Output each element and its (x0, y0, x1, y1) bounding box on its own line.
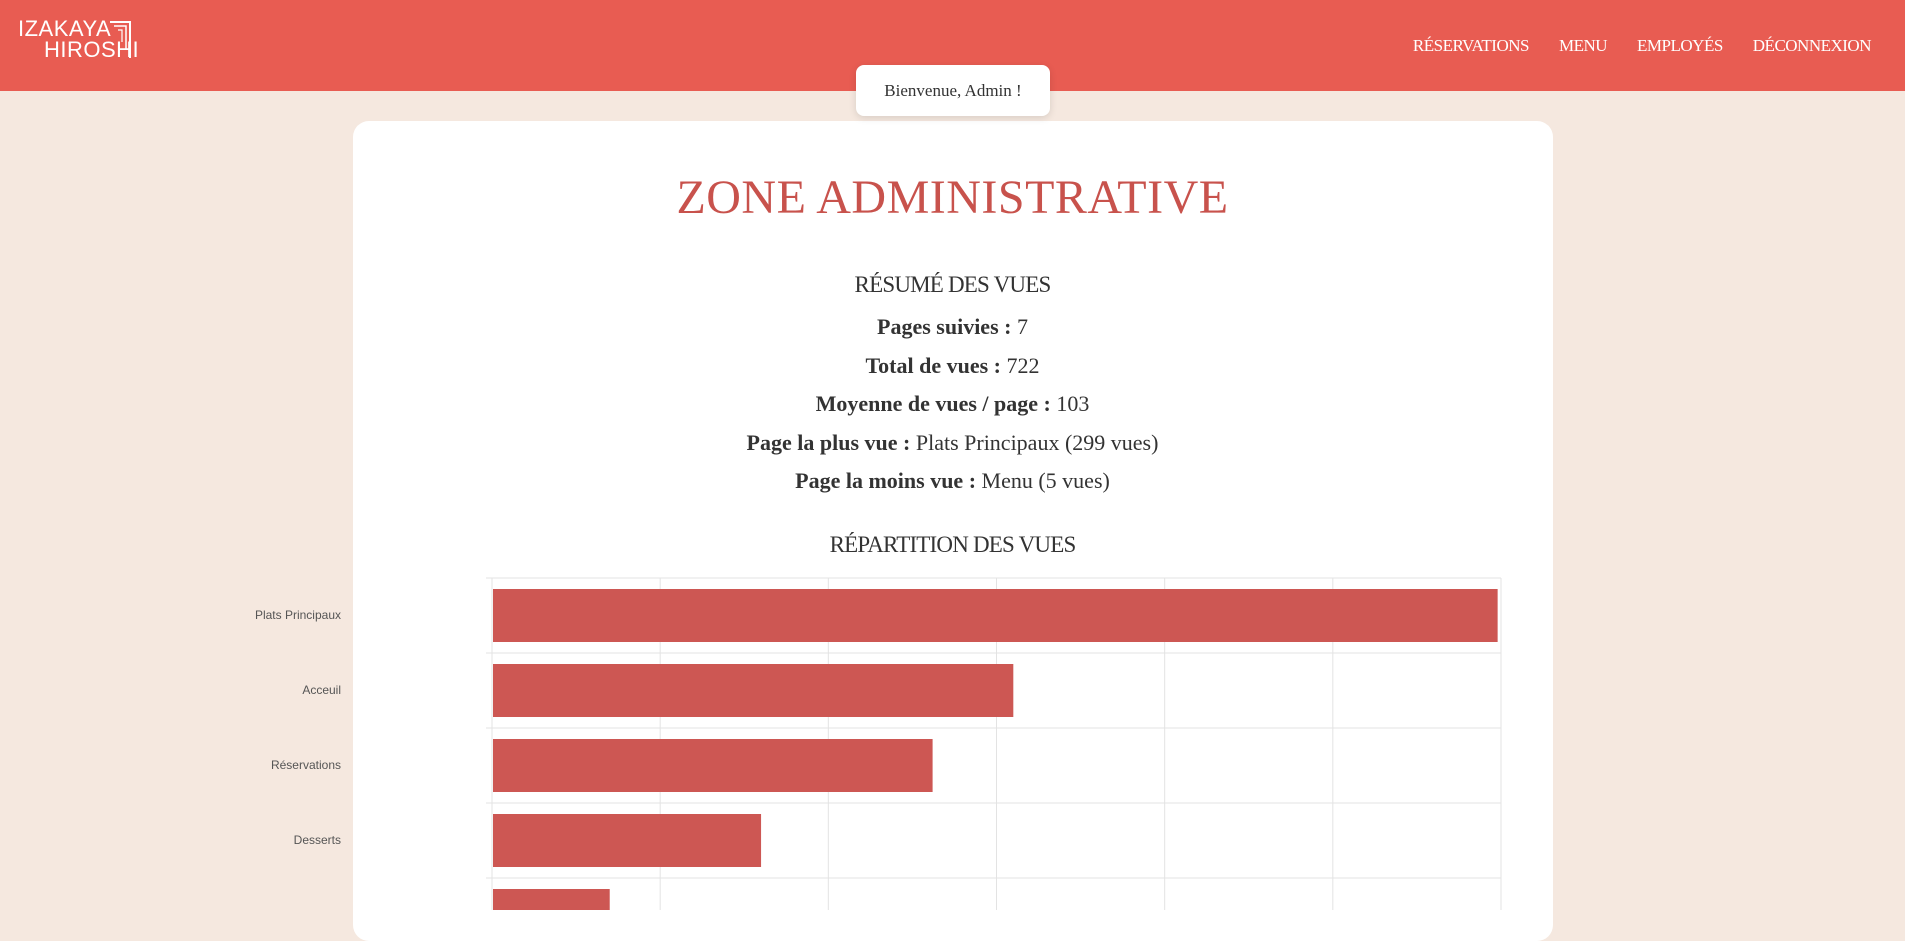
page-title: ZONE ADMINISTRATIVE (676, 171, 1229, 224)
logo-line-1: IZAKAYA (18, 16, 112, 41)
y-tick-label: Réservations (270, 757, 341, 772)
stat-label: Moyenne de vues / page : (815, 391, 1051, 416)
nav-reservations[interactable]: RÉSERVATIONS (1412, 35, 1530, 55)
stat-value: Plats Principaux (299 vues) (915, 429, 1159, 455)
y-tick-label: Desserts (293, 832, 341, 847)
stats-list: Pages suivies : 7 Total de vues : 722 Mo… (0, 308, 1905, 501)
y-tick-label: Plats Principaux (254, 607, 341, 622)
stat-pages-suivies: Pages suivies : 7 (0, 308, 1905, 347)
stat-value: 103 (1056, 391, 1090, 416)
stat-label: Total de vues : (865, 352, 1001, 378)
nav-menu[interactable]: MENU (1558, 35, 1608, 55)
distribution-title: RÉPARTITION DES VUES (829, 532, 1077, 557)
stat-total-vues: Total de vues : 722 (0, 347, 1905, 386)
stat-page-moins-vue: Page la moins vue : Menu (5 vues) (0, 462, 1905, 501)
nav-deconnexion[interactable]: DÉCONNEXION (1752, 35, 1872, 55)
stat-page-plus-vue: Page la plus vue : Plats Principaux (299… (0, 424, 1905, 463)
bar-r-servations[interactable] (493, 739, 933, 792)
stat-label: Pages suivies : (877, 314, 1012, 339)
views-bar-chart: Plats Principaux Acceuil Réservations Desse… (255, 570, 1553, 910)
logo-mark-icon (110, 21, 131, 58)
welcome-toast: Bienvenue, Admin ! (856, 65, 1050, 116)
stat-moyenne-vues: Moyenne de vues / page : 103 (0, 385, 1905, 424)
main-nav: RÉSERVATIONS MENU EMPLOYÉS DÉCONNEXION (1412, 0, 1872, 91)
bar-unlabeled[interactable] (493, 889, 610, 910)
restaurant-logo[interactable]: IZAKAYA HIROSHI (18, 16, 139, 64)
bar-acceuil[interactable] (493, 664, 1014, 717)
y-tick-label: Acceuil (302, 682, 341, 697)
summary-title: RÉSUMÉ DES VUES (854, 272, 1052, 297)
chart-canvas (486, 577, 1502, 910)
stat-value: 722 (1006, 352, 1040, 378)
admin-card (353, 121, 1553, 941)
bar-plats-principaux[interactable] (493, 589, 1498, 642)
stat-label: Page la plus vue : (746, 429, 911, 455)
bar-desserts[interactable] (493, 814, 762, 867)
stat-label: Page la moins vue : (795, 468, 977, 493)
stat-value: 7 (1016, 314, 1028, 339)
nav-employes[interactable]: EMPLOYÉS (1637, 35, 1723, 55)
stat-value: Menu (5 vues) (981, 468, 1110, 493)
logo-line-2: HIROSHI (44, 37, 140, 62)
